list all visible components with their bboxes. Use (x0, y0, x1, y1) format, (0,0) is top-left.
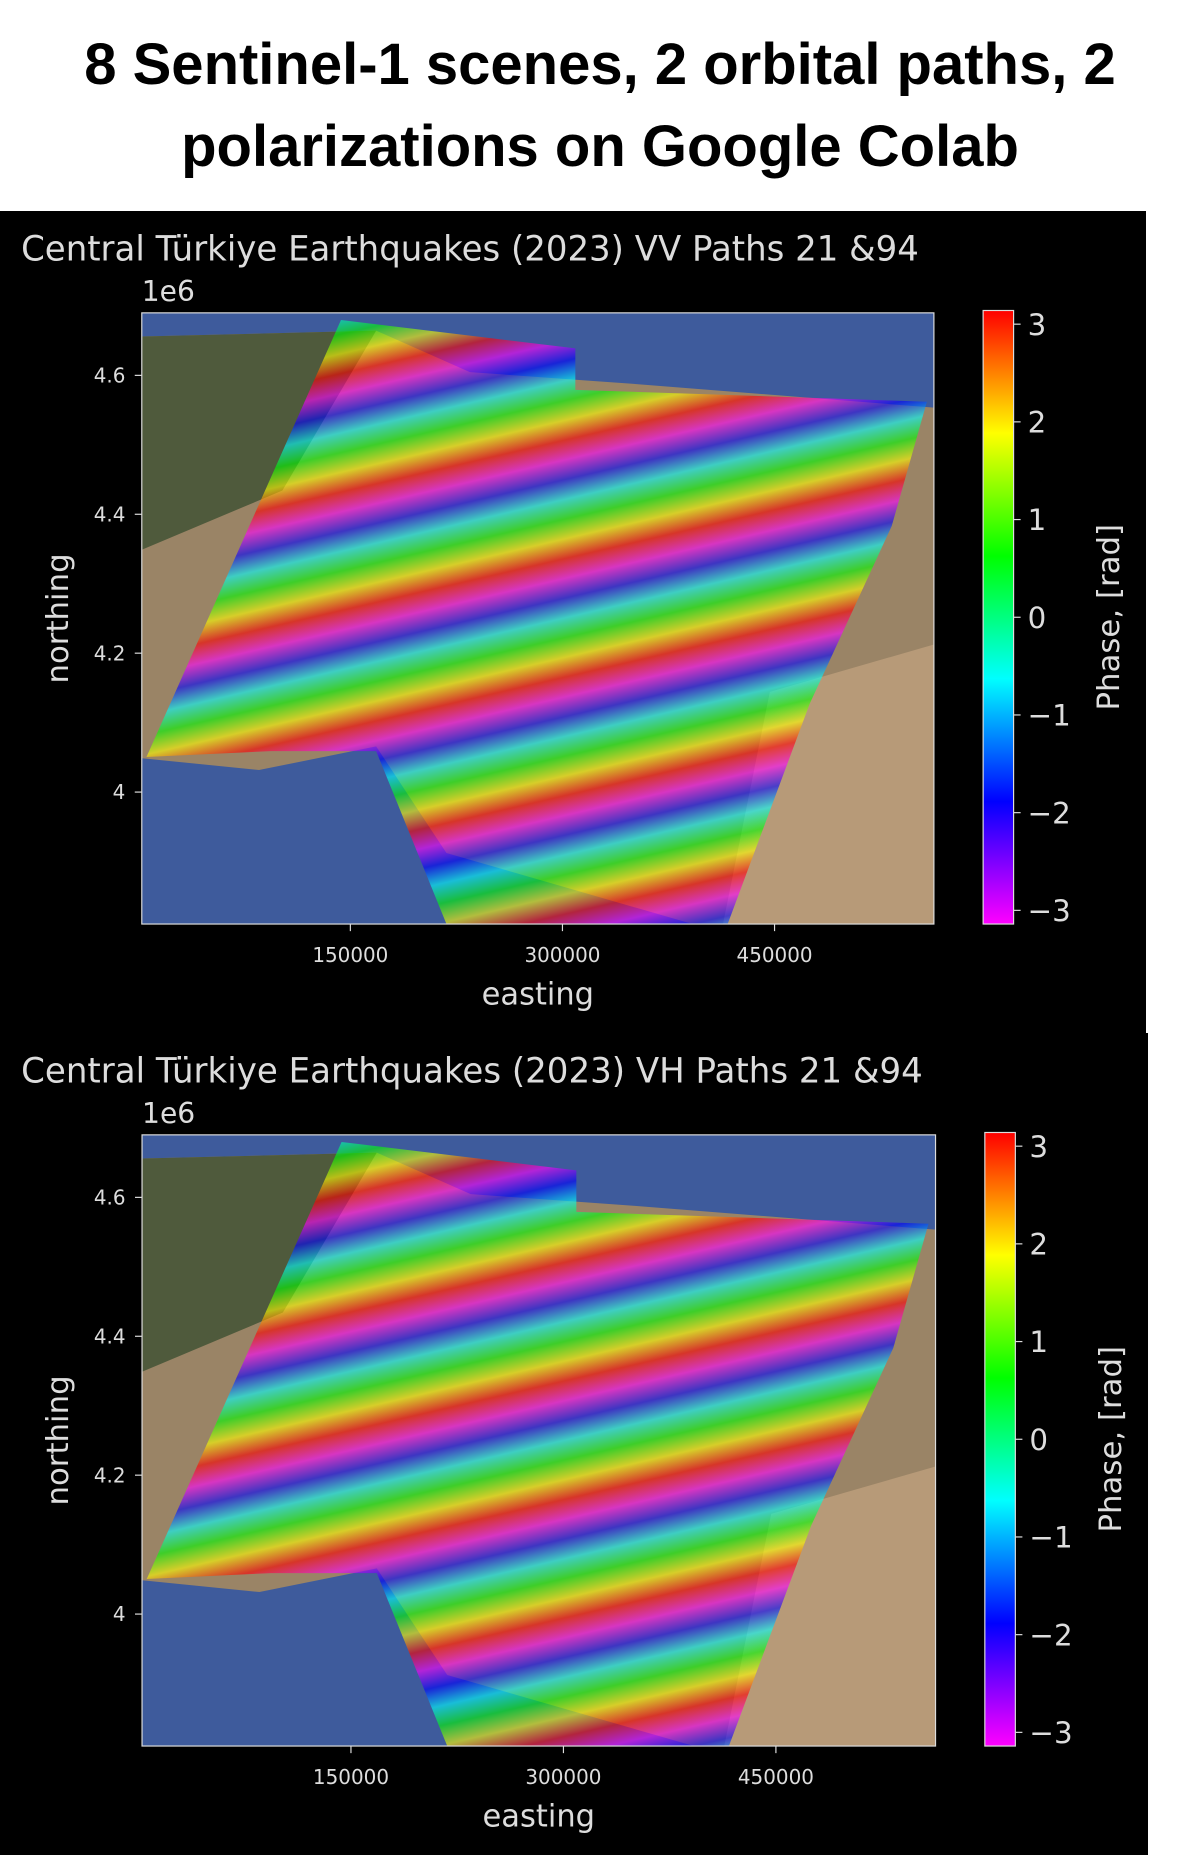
x-tick-label: 450000 (737, 943, 813, 967)
x-tick-label: 150000 (312, 943, 388, 967)
colorbar-label: Phase, [rad] (1094, 1346, 1129, 1533)
map-image (142, 1134, 936, 1747)
y-tick-label: 4.4 (94, 502, 126, 526)
axes-frame (141, 1134, 937, 1747)
y-tick-label: 4.4 (94, 1324, 126, 1348)
y-axis-label: northing (41, 553, 76, 683)
x-tick-label: 300000 (525, 1765, 601, 1789)
x-axis-label: easting (482, 977, 594, 1012)
colorbar-tick-label: −3 (1029, 1716, 1072, 1750)
y-tick-label: 4.6 (94, 1185, 126, 1209)
chart-title: Central Türkiye Earthquakes (2023) VH Pa… (21, 1052, 923, 1092)
page-title: 8 Sentinel-1 scenes, 2 orbital paths, 2 … (84, 31, 1116, 179)
x-tick-label: 300000 (524, 943, 600, 967)
colorbar (984, 1131, 1016, 1747)
x-tick-label: 150000 (313, 1765, 389, 1789)
colorbar-tick-label: −2 (1029, 1618, 1072, 1652)
colorbar-tick-label: 0 (1028, 601, 1047, 635)
chart: Central Türkiye Earthquakes (2023) VH Pa… (0, 1033, 1148, 1855)
y-tick-label: 4 (113, 780, 126, 804)
colorbar-label: Phase, [rad] (1092, 524, 1127, 711)
y-offset-label: 1e6 (142, 275, 195, 308)
colorbar-tick-label: 1 (1029, 1325, 1048, 1359)
x-axis-label: easting (483, 1799, 595, 1834)
y-tick-label: 4.2 (94, 1463, 126, 1487)
y-tick-label: 4 (113, 1602, 126, 1626)
colorbar (982, 309, 1015, 925)
colorbar-tick-label: 0 (1029, 1423, 1048, 1457)
colorbar-tick-label: 2 (1028, 405, 1047, 439)
colorbar-tick-label: −1 (1029, 1520, 1072, 1554)
y-axis-label: northing (41, 1375, 76, 1505)
map-image (141, 312, 934, 925)
x-tick-label: 450000 (738, 1765, 814, 1789)
axes-frame (141, 312, 935, 925)
chart: Central Türkiye Earthquakes (2023) VV Pa… (0, 211, 1146, 1033)
colorbar-tick-label: −1 (1028, 698, 1071, 732)
y-tick-label: 4.2 (94, 641, 126, 665)
interferogram-swath (146, 1141, 929, 1747)
colorbar-tick-label: −2 (1028, 796, 1071, 830)
y-tick-label: 4.6 (94, 363, 126, 387)
colorbar-tick-label: 2 (1029, 1227, 1048, 1261)
chart-title: Central Türkiye Earthquakes (2023) VV Pa… (21, 230, 919, 270)
colorbar-tick-label: 3 (1029, 1130, 1048, 1164)
colorbar-tick-label: 1 (1028, 503, 1047, 537)
interferogram-swath (146, 319, 927, 925)
colorbar-tick-label: −3 (1028, 894, 1071, 928)
colorbar-tick-label: 3 (1028, 308, 1047, 342)
y-offset-label: 1e6 (142, 1097, 195, 1130)
